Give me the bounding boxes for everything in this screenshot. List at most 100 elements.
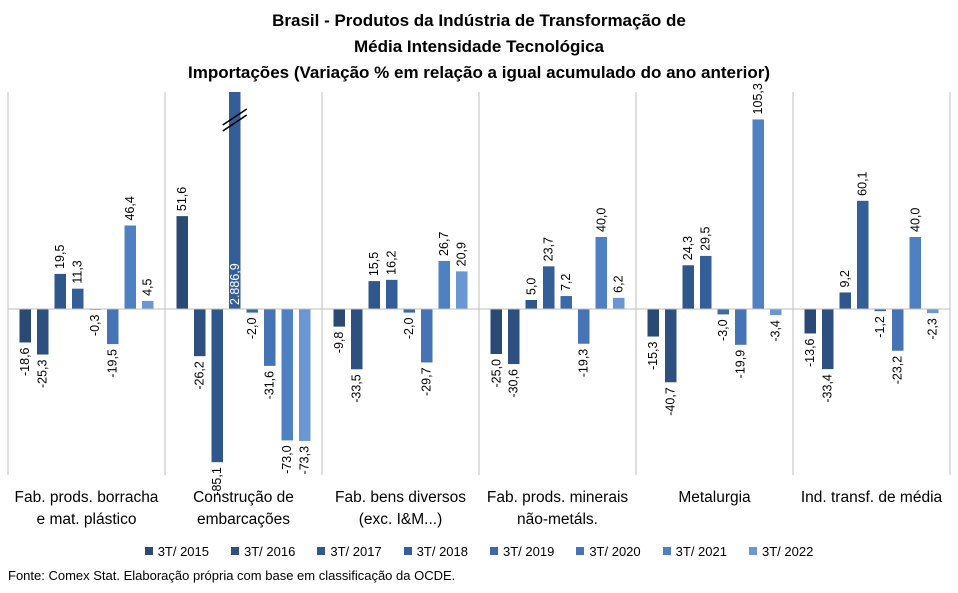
legend-label: 3T/ 2020 [589, 543, 641, 559]
data-label: -33,5 [350, 374, 364, 403]
data-label: 15,5 [367, 252, 381, 276]
data-label: 26,7 [437, 232, 451, 256]
data-label: 7,2 [559, 274, 573, 291]
bar [490, 309, 502, 354]
category-label: Ind. transf. de média [801, 489, 943, 506]
bar [578, 309, 590, 344]
bar [804, 309, 816, 334]
bar [874, 309, 886, 312]
bar [595, 237, 607, 309]
bar [386, 279, 398, 309]
axis-break-mark [222, 108, 248, 126]
legend-label: 3T/ 2021 [675, 543, 727, 559]
legend-item: 3T/ 2020 [576, 543, 641, 559]
bar [281, 309, 293, 441]
legend-swatch [403, 547, 412, 555]
chart-title-line-3: Importações (Variação % em relação a igu… [188, 63, 770, 82]
bar [124, 225, 136, 309]
bar [752, 119, 764, 310]
bar [246, 309, 258, 313]
bar [438, 260, 450, 309]
data-label: -9,8 [332, 332, 346, 354]
bar [456, 271, 468, 309]
category-label: Metalurgia [678, 489, 751, 506]
data-label: 6,2 [612, 275, 626, 292]
data-label: 51,6 [175, 187, 189, 211]
bar [560, 296, 572, 309]
data-label: -73,3 [298, 446, 312, 475]
data-label: -2,0 [245, 318, 259, 340]
data-label: 5,0 [524, 278, 538, 295]
legend-label: 3T/ 2015 [157, 543, 210, 559]
data-label: -2,0 [402, 318, 416, 340]
legend-swatch [317, 547, 326, 555]
bar [700, 255, 712, 309]
legend-item: 3T/ 2022 [748, 543, 814, 559]
bar [735, 309, 747, 345]
bar [909, 237, 921, 309]
data-label: 46,4 [123, 196, 137, 220]
category-label: embarcações [197, 511, 290, 528]
category-label: Fab. bens diversos [335, 489, 466, 506]
bar [299, 309, 311, 441]
data-label: -19,3 [577, 349, 591, 378]
data-label: -23,2 [891, 356, 905, 385]
data-label: -2,3 [926, 318, 940, 340]
bar [333, 309, 345, 327]
data-label: -31,6 [263, 371, 277, 400]
data-label: -33,4 [821, 374, 835, 403]
bar [421, 309, 433, 363]
bar [351, 309, 363, 370]
data-label: -40,7 [664, 387, 678, 416]
data-label: 29,5 [699, 227, 713, 251]
legend-swatch [490, 547, 498, 555]
bar [682, 265, 694, 309]
bar [717, 309, 729, 315]
data-label: -13,6 [803, 338, 817, 367]
bar [543, 266, 555, 309]
data-label: -18,6 [18, 347, 32, 376]
data-label: -85,1 [210, 467, 224, 496]
bar [927, 309, 939, 314]
chart-title-line-1: Brasil - Produtos da Indústria de Transf… [272, 11, 686, 30]
category-label: Fab. prods. borracha [15, 489, 159, 506]
legend-swatch [144, 547, 153, 555]
legend-swatch [231, 547, 240, 555]
data-label: 23,7 [542, 237, 556, 261]
data-label: 11,3 [71, 260, 85, 283]
bar [211, 309, 223, 463]
legend-label: 3T/ 2018 [416, 543, 468, 559]
category-label: (exc. I&M...) [359, 511, 443, 528]
chart-legend: 3T/ 2015 3T/ 2016 3T/ 2017 3T/ 2018 3T/ 2019… [0, 540, 958, 562]
source-note: Fonte: Comex Stat. Elaboração própria co… [8, 568, 456, 583]
bar [857, 200, 869, 309]
legend-item: 3T/ 2017 [317, 544, 382, 559]
bar [613, 297, 625, 309]
data-label: 105,3 [751, 83, 765, 114]
legend-label: 3T/ 2022 [761, 543, 814, 559]
data-label: 19,5 [53, 245, 67, 269]
data-label: -3,4 [769, 320, 783, 342]
bar [647, 309, 659, 337]
category-label: Fab. prods. minerais [487, 489, 629, 506]
legend-item: 3T/ 2018 [403, 543, 468, 559]
data-label: -30,6 [507, 369, 521, 398]
data-label: -19,5 [106, 349, 120, 378]
bar [107, 309, 119, 345]
category-label: e mat. plástico [37, 511, 137, 528]
legend-item: 3T/ 2021 [662, 543, 727, 559]
bar [37, 309, 49, 355]
bar [822, 309, 834, 370]
bar [403, 309, 415, 313]
bar [508, 309, 520, 365]
bar [665, 309, 677, 383]
data-label: 2.886,9 [228, 263, 242, 305]
data-label: 40,0 [594, 208, 608, 232]
bar [839, 292, 851, 309]
data-label: -26,2 [193, 361, 207, 390]
data-label: 24,3 [681, 236, 695, 260]
bar [525, 300, 537, 309]
data-label: 16,2 [385, 250, 399, 274]
legend-item: 3T/ 2015 [144, 543, 210, 559]
